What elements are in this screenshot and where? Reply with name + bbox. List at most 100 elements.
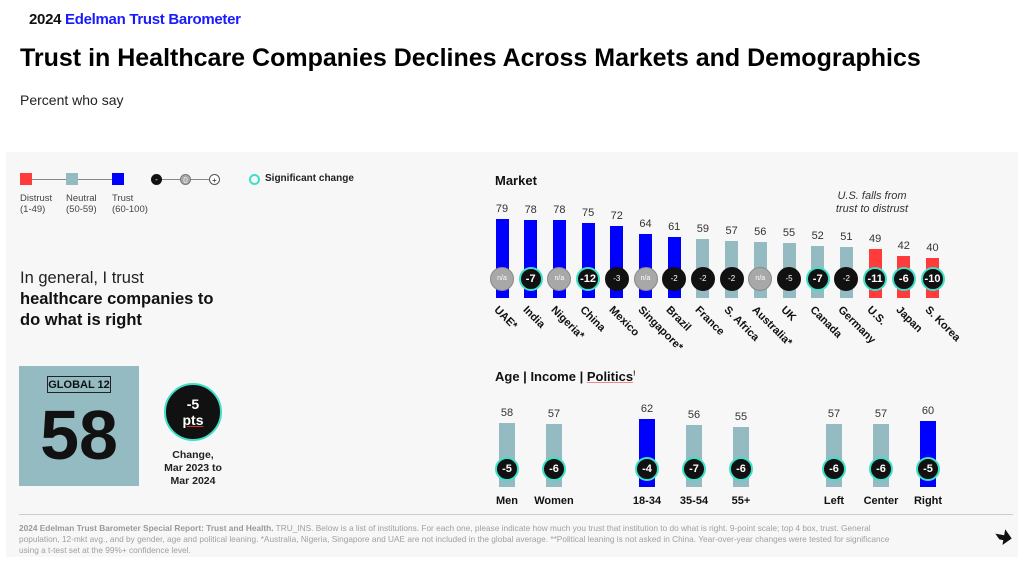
legend-swatch-trust bbox=[112, 173, 124, 185]
page-title: Trust in Healthcare Companies Declines A… bbox=[20, 44, 921, 72]
bar-value-label: 78 bbox=[553, 204, 566, 216]
footnote-source: 2024 Edelman Trust Barometer Special Rep… bbox=[19, 523, 274, 533]
change-badge: n/a bbox=[547, 267, 572, 291]
change-badge: -7 bbox=[805, 267, 830, 291]
change-badge: n/a bbox=[633, 267, 658, 291]
brand-name: Edelman Trust Barometer bbox=[65, 11, 241, 28]
legend-change-positive-icon: + bbox=[209, 174, 220, 185]
x-tick-label-right: Right bbox=[913, 495, 943, 507]
global-change-unit: pts bbox=[182, 412, 204, 428]
change-badge: -5 bbox=[777, 267, 801, 291]
change-badge: -6 bbox=[891, 267, 916, 291]
change-badge: -7 bbox=[682, 457, 706, 481]
bar-value-label: 72 bbox=[610, 210, 623, 222]
x-tick-label-18-34: 18-34 bbox=[632, 495, 662, 507]
change-caption-line-3: Mar 2024 bbox=[170, 475, 216, 487]
change-badge: -4 bbox=[635, 457, 659, 481]
change-badge: -2 bbox=[719, 267, 744, 291]
chart-panel bbox=[6, 152, 1018, 557]
legend-neutral-text: Neutral bbox=[66, 193, 97, 204]
change-badge: -5 bbox=[916, 457, 940, 481]
bar-value-label: 62 bbox=[640, 402, 654, 415]
bar-value-label: 59 bbox=[696, 223, 710, 235]
bar-value-label: 61 bbox=[668, 221, 681, 233]
bar-value-label: 49 bbox=[868, 233, 882, 245]
legend-distrust-range: (1-49) bbox=[20, 204, 46, 215]
bar-value-label: 57 bbox=[547, 408, 561, 421]
legend-significant-label: Significant change bbox=[265, 173, 354, 184]
footer-divider bbox=[19, 514, 1013, 515]
change-badge: -11 bbox=[863, 267, 888, 291]
footnote-text: TRU_INS. Below is a list of institutions… bbox=[19, 523, 890, 555]
change-badge: -2 bbox=[662, 267, 687, 291]
question-line-1: In general, I trust bbox=[20, 269, 144, 287]
demographic-chart-title: Age | Income | Politics! bbox=[495, 369, 636, 384]
footnote: 2024 Edelman Trust Barometer Special Rep… bbox=[19, 523, 899, 556]
us-annotation: U.S. falls from trust to distrust bbox=[820, 190, 924, 216]
bar-value-label: 56 bbox=[754, 226, 767, 238]
x-tick-label-center: Center bbox=[863, 495, 899, 507]
bar-value-label: 42 bbox=[897, 240, 910, 252]
annotation-line-1: U.S. falls from bbox=[837, 190, 907, 202]
legend-change-zero-icon: 0 bbox=[180, 174, 191, 185]
bar-value-label: 40 bbox=[926, 242, 939, 254]
bar-value-label: 60 bbox=[921, 405, 935, 417]
bar-value-label: 79 bbox=[495, 203, 509, 215]
bar-value-label: 75 bbox=[581, 207, 595, 219]
question-line-2: healthcare companies to bbox=[20, 290, 214, 308]
change-badge: n/a bbox=[748, 267, 773, 291]
change-badge: -5 bbox=[495, 457, 519, 481]
change-badge: n/a bbox=[490, 267, 514, 291]
annotation-line-2: trust to distrust bbox=[835, 203, 909, 215]
legend-label-trust: Trust (60-100) bbox=[112, 193, 148, 215]
global-change-value: -5 bbox=[186, 396, 200, 412]
brand-year: 2024 bbox=[29, 11, 62, 28]
change-badge: -10 bbox=[920, 267, 945, 291]
change-badge: -6 bbox=[542, 457, 566, 481]
change-badge: -6 bbox=[729, 457, 753, 481]
change-badge: -12 bbox=[576, 267, 601, 291]
bar-value-label: 57 bbox=[827, 408, 841, 421]
next-arrow-icon[interactable] bbox=[993, 526, 1013, 546]
title-age: Age bbox=[495, 369, 520, 384]
x-tick-label-55: 55+ bbox=[731, 495, 751, 507]
legend-trust-text: Trust bbox=[112, 193, 134, 204]
title-politics: Politics bbox=[586, 369, 634, 384]
bar-value-label: 64 bbox=[639, 218, 652, 230]
bar-value-label: 55 bbox=[734, 410, 748, 423]
change-caption-line-2: Mar 2023 to bbox=[164, 462, 222, 474]
bar-value-label: 57 bbox=[874, 408, 888, 421]
x-tick-label-left: Left bbox=[823, 495, 845, 507]
page-subtitle: Percent who say bbox=[20, 92, 124, 108]
change-badge: -6 bbox=[869, 457, 893, 481]
change-badge: -6 bbox=[822, 457, 846, 481]
legend-swatch-neutral bbox=[66, 173, 78, 185]
bar-value-label: 57 bbox=[725, 225, 738, 237]
question-text: In general, I trust healthcare companies… bbox=[20, 268, 213, 331]
change-badge: -3 bbox=[604, 267, 629, 291]
change-badge: -2 bbox=[834, 267, 859, 291]
brand-logo: 2024 Edelman Trust Barometer bbox=[29, 11, 241, 28]
legend-neutral-range: (50-59) bbox=[66, 204, 97, 215]
legend-trust-range: (60-100) bbox=[112, 204, 148, 215]
bar-value-label: 51 bbox=[840, 231, 853, 243]
legend-label-distrust: Distrust (1-49) bbox=[20, 193, 52, 215]
global-score-card bbox=[19, 366, 139, 486]
significant-change-icon bbox=[249, 174, 260, 185]
change-badge: -7 bbox=[518, 267, 543, 291]
bar-value-label: 56 bbox=[687, 409, 701, 422]
global-change-caption: Change, Mar 2023 to Mar 2024 bbox=[153, 449, 233, 488]
bar-value-label: 52 bbox=[811, 230, 824, 242]
global-label: GLOBAL 12 bbox=[47, 376, 111, 393]
change-badge: -2 bbox=[690, 267, 715, 291]
bar-value-label: 55 bbox=[782, 227, 796, 239]
legend-change-negative-icon: - bbox=[151, 174, 162, 185]
global-change-badge: -5 pts bbox=[164, 383, 222, 441]
title-footnote-mark: ! bbox=[633, 370, 636, 378]
legend-swatch-distrust bbox=[20, 173, 32, 185]
x-tick-label-35-54: 35-54 bbox=[679, 495, 709, 507]
change-caption-line-1: Change, bbox=[172, 449, 214, 461]
legend-distrust-text: Distrust bbox=[20, 193, 53, 204]
market-chart-title: Market bbox=[495, 173, 537, 188]
bar-value-label: 58 bbox=[500, 407, 514, 420]
